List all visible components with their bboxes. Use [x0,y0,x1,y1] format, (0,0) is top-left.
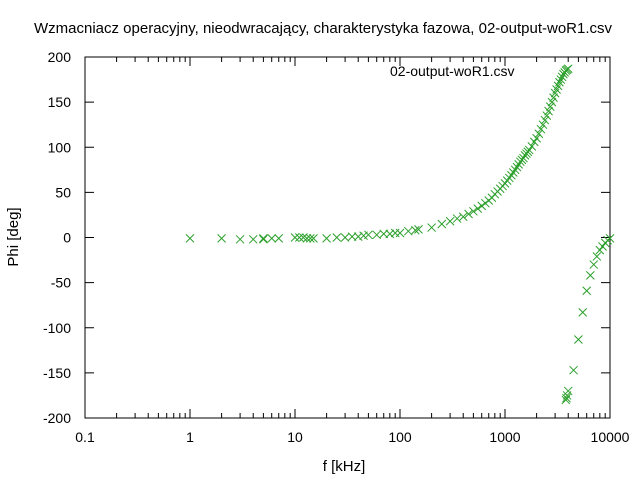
data-point [544,106,553,116]
data-point [563,386,573,396]
data-point [473,204,483,213]
data-point [390,228,400,238]
data-point [534,129,544,139]
data-point [332,233,342,242]
data-point [519,153,528,163]
data-point [477,201,487,211]
data-point [545,102,555,111]
data-point [527,141,537,151]
x-axis-title: f [kHz] [323,458,366,475]
data-point [569,365,578,375]
x-tick-label: 100 [388,429,412,445]
data-point [514,160,524,169]
x-tick-label: 1000 [489,429,520,445]
x-tick-label: 0.1 [75,429,95,445]
data-point [512,162,522,172]
y-axis: -200 -150 -100 -50 0 50 100 150 200 [43,49,610,426]
data-point [464,209,473,219]
data-point [274,234,284,243]
data-point [540,115,550,125]
data-point [532,133,541,143]
y-tick-label: 100 [48,139,72,155]
data-point [298,233,308,242]
data-point [379,229,389,239]
data-point [364,230,373,240]
data-point [309,234,318,243]
y-tick-label: 0 [63,230,71,246]
data-point [445,216,455,226]
data-point [302,234,312,243]
data-point [556,75,566,84]
data-point [562,393,571,403]
data-point [555,77,564,87]
data-point [305,234,315,243]
data-point [259,234,268,243]
data-point [414,225,423,234]
y-tick-label: -50 [51,275,71,291]
data-point [536,124,546,134]
data-point [259,234,268,244]
data-point [403,226,413,236]
legend-label: 02-output-woR1.csv [390,63,515,79]
data-point [437,219,447,229]
data-point [385,229,395,239]
data-point [563,64,573,74]
data-point [598,242,607,251]
y-axis-title: Phi [deg] [5,207,22,266]
data-point [347,232,357,241]
data-point [469,206,478,216]
data-point [508,168,518,177]
y-tick-label: 50 [55,184,71,200]
y-tick-label: -200 [43,410,71,426]
data-point [248,234,258,244]
y-tick-label: 200 [48,49,72,65]
data-point [524,145,534,155]
data-points [185,64,615,405]
data-point [507,170,516,180]
y-tick-label: 150 [48,94,72,110]
data-point [542,111,552,121]
data-point [547,97,557,107]
data-point [538,120,548,130]
data-point [510,165,520,175]
legend: 02-output-woR1.csv [390,63,515,79]
chart-title: Wzmacniacz operacyjny, nieodwracający, c… [34,20,613,37]
data-point [557,72,567,82]
data-point [217,234,226,243]
data-point [589,260,599,269]
data-point [549,93,558,102]
x-tick-label: 1 [186,429,194,445]
x-axis: 0.1 1 10 100 1000 10000 [75,57,630,445]
data-point [595,245,605,255]
data-point [578,308,588,317]
data-point [372,230,382,240]
data-point [267,234,277,243]
data-point [605,234,615,243]
data-point [353,232,363,241]
data-point [582,286,592,296]
data-point [452,214,462,223]
x-tick-label: 10 [287,429,303,445]
data-point [395,228,405,238]
data-point [340,233,350,242]
data-point [235,234,245,244]
y-tick-label: -150 [43,365,71,381]
data-point [427,223,436,232]
data-point [294,233,304,242]
data-point [322,234,331,243]
data-point [592,252,602,261]
data-point [586,271,595,280]
x-tick-label: 10000 [591,429,630,445]
y-tick-label: -100 [43,320,71,336]
plot-frame [84,56,611,419]
data-point [185,234,195,243]
data-point [290,233,300,242]
data-point [458,212,468,222]
data-point [410,225,420,235]
data-point [574,335,583,344]
